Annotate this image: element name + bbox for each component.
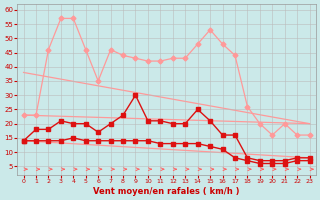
X-axis label: Vent moyen/en rafales ( km/h ): Vent moyen/en rafales ( km/h ) [93,187,240,196]
